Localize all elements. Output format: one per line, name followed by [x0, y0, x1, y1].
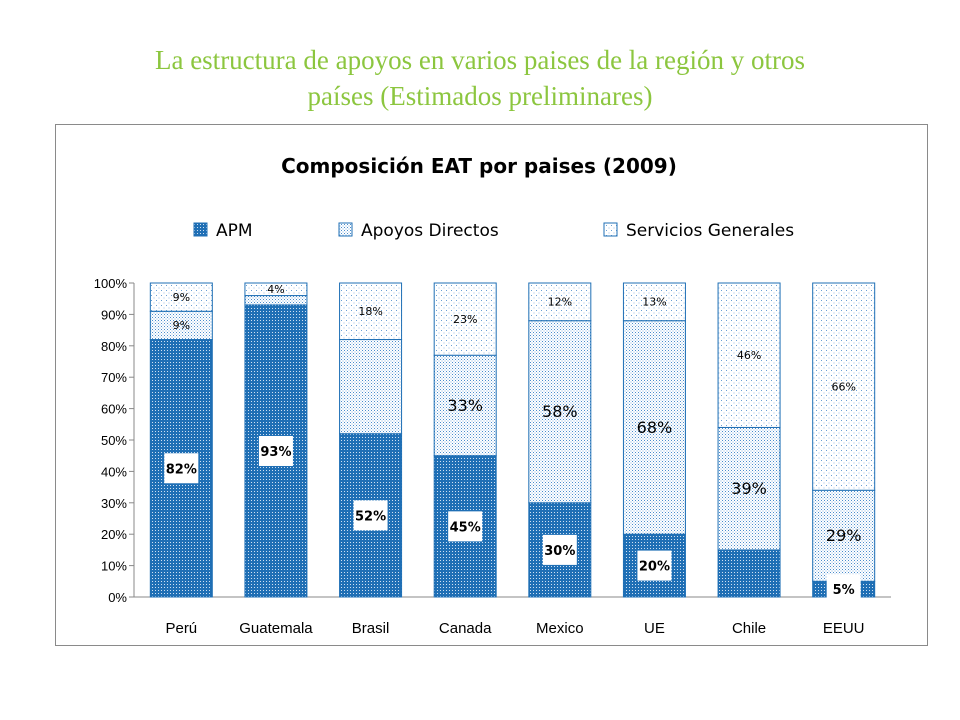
data-label-ue-servicios-generales: 13%: [642, 296, 666, 309]
data-label-text: 93%: [260, 445, 291, 460]
data-label-text: 13%: [642, 296, 666, 309]
data-label-chile-servicios-generales: 46%: [737, 349, 761, 362]
y-axis: 0% 10% 20% 30% 40% 50% 60% 70% 80% 90% 100%: [94, 276, 891, 605]
y-tick-label: 90%: [101, 307, 127, 322]
data-label-ue-apm: 20%: [637, 550, 672, 581]
data-label-text: 20%: [639, 560, 670, 575]
data-label-text: 9%: [173, 319, 190, 332]
bar-brasil-apoyos-directos: [339, 339, 403, 435]
y-tick-label: 30%: [101, 496, 127, 511]
x-tick-label-chile: Chile: [732, 620, 766, 637]
data-label-canada-apm: 45%: [448, 511, 483, 542]
data-label-text: 46%: [737, 349, 761, 362]
data-label-text: 5%: [833, 583, 855, 598]
bar-ue-servicios-generales: [622, 282, 686, 322]
data-label-text: 18%: [358, 305, 382, 318]
data-label-brasil-apm: 52%: [353, 500, 388, 531]
legend-swatch-apm: [193, 222, 208, 237]
y-tick-label: 100%: [94, 276, 128, 291]
data-label-text: 45%: [450, 520, 481, 535]
data-label-box: [258, 435, 293, 466]
data-label-box: [826, 574, 861, 605]
data-label-mexico-apm: 30%: [542, 534, 577, 565]
data-label-box: [448, 511, 483, 542]
data-label-box: [353, 500, 388, 531]
bar-guatemala-servicios-generales: [244, 282, 308, 297]
y-tick-label: 20%: [101, 527, 127, 542]
bar-chile-apoyos-directos: [717, 426, 781, 551]
data-label-box: [542, 534, 577, 565]
x-tick-label-guatemala: Guatemala: [239, 620, 313, 637]
x-tick-label-eeuu: EEUU: [823, 620, 865, 637]
data-label-text: 39%: [731, 479, 767, 498]
chart-frame: Composición EAT por paises (2009) APM Apo…: [55, 124, 928, 646]
legend-label-servicios-generales: Servicios Generales: [626, 221, 794, 241]
legend-swatch-servicios-generales: [603, 222, 618, 237]
data-label-text: 9%: [173, 291, 190, 304]
data-label-peru-apoyos-directos: 9%: [173, 319, 190, 332]
slide-title-line-1: La estructura de apoyos en varios paises…: [154, 45, 806, 75]
data-label-peru-servicios-generales: 9%: [173, 291, 190, 304]
bar-peru-servicios-generales: [149, 282, 213, 312]
y-tick-label: 0%: [108, 590, 127, 605]
bar-eeuu-servicios-generales: [812, 282, 876, 491]
data-label-text: 33%: [447, 396, 483, 415]
bar-chile-servicios-generales: [717, 282, 781, 428]
x-tick-label-canada: Canada: [439, 620, 492, 637]
bar-peru-apoyos-directos: [149, 310, 213, 341]
y-tick-label: 70%: [101, 370, 127, 385]
data-label-text: 52%: [355, 509, 386, 524]
bar-chile-apm: [717, 549, 781, 598]
x-tick-label-mexico: Mexico: [536, 620, 584, 637]
data-label-guatemala-servicios-generales: 4%: [267, 283, 284, 296]
data-label-eeuu-servicios-generales: 66%: [831, 380, 855, 393]
data-label-box: [164, 453, 199, 484]
slide-title: La estructura de apoyos en varios paises…: [40, 42, 920, 114]
data-label-text: 68%: [637, 418, 673, 437]
data-label-eeuu-apoyos-directos: 29%: [826, 526, 862, 545]
legend-swatch-apoyos-directos: [338, 222, 353, 237]
data-label-eeuu-apm: 5%: [826, 574, 861, 605]
data-label-canada-servicios-generales: 23%: [453, 313, 477, 326]
data-label-ue-apoyos-directos: 68%: [637, 418, 673, 437]
x-tick-label-ue: UE: [644, 620, 665, 637]
slide-title-line-2: países (Estimados preliminares): [307, 81, 653, 111]
data-label-text: 4%: [267, 283, 284, 296]
data-label-text: 12%: [548, 296, 572, 309]
y-tick-label: 60%: [101, 402, 127, 417]
data-label-brasil-servicios-generales: 18%: [358, 305, 382, 318]
x-axis: Perú Guatemala Brasil Canada Mexico UE Chile EE…: [165, 620, 864, 637]
y-tick-label: 10%: [101, 559, 127, 574]
x-tick-label-brasil: Brasil: [352, 620, 390, 637]
legend-label-apoyos-directos: Apoyos Directos: [361, 221, 499, 241]
bar-ue-apoyos-directos: [622, 320, 686, 535]
data-label-canada-apoyos-directos: 33%: [447, 396, 483, 415]
data-label-mexico-apoyos-directos: 58%: [542, 402, 578, 421]
data-label-box: [637, 550, 672, 581]
bar-brasil-servicios-generales: [339, 282, 403, 341]
data-label-text: 58%: [542, 402, 578, 421]
bar-canada-servicios-generales: [433, 282, 497, 356]
legend-label-apm: APM: [216, 221, 253, 241]
stacked-bar-chart: Composición EAT por paises (2009) APM Apo…: [94, 154, 891, 637]
y-tick-label: 40%: [101, 464, 127, 479]
y-tick-label: 80%: [101, 339, 127, 354]
data-label-guatemala-apm: 93%: [258, 435, 293, 466]
data-label-text: 23%: [453, 313, 477, 326]
x-tick-label-peru: Perú: [165, 620, 197, 637]
data-label-peru-apm: 82%: [164, 453, 199, 484]
data-label-text: 82%: [166, 462, 197, 477]
data-label-chile-apoyos-directos: 39%: [731, 479, 767, 498]
bar-eeuu-apoyos-directos: [812, 489, 876, 582]
chart-title: Composición EAT por paises (2009): [281, 154, 677, 178]
bar-mexico-servicios-generales: [528, 282, 592, 322]
data-label-text: 66%: [831, 380, 855, 393]
data-label-text: 30%: [544, 544, 575, 559]
data-label-mexico-servicios-generales: 12%: [548, 296, 572, 309]
bar-guatemala-apoyos-directos: [244, 295, 308, 306]
legend: APM Apoyos Directos Servicios Generales: [193, 221, 794, 241]
data-label-text: 29%: [826, 526, 862, 545]
data-labels: 82% 9% 9% 93% 4% 52% 18% 45% 33% 23% 30% 58% 12% 20% 6…: [164, 283, 862, 605]
y-tick-label: 50%: [101, 433, 127, 448]
